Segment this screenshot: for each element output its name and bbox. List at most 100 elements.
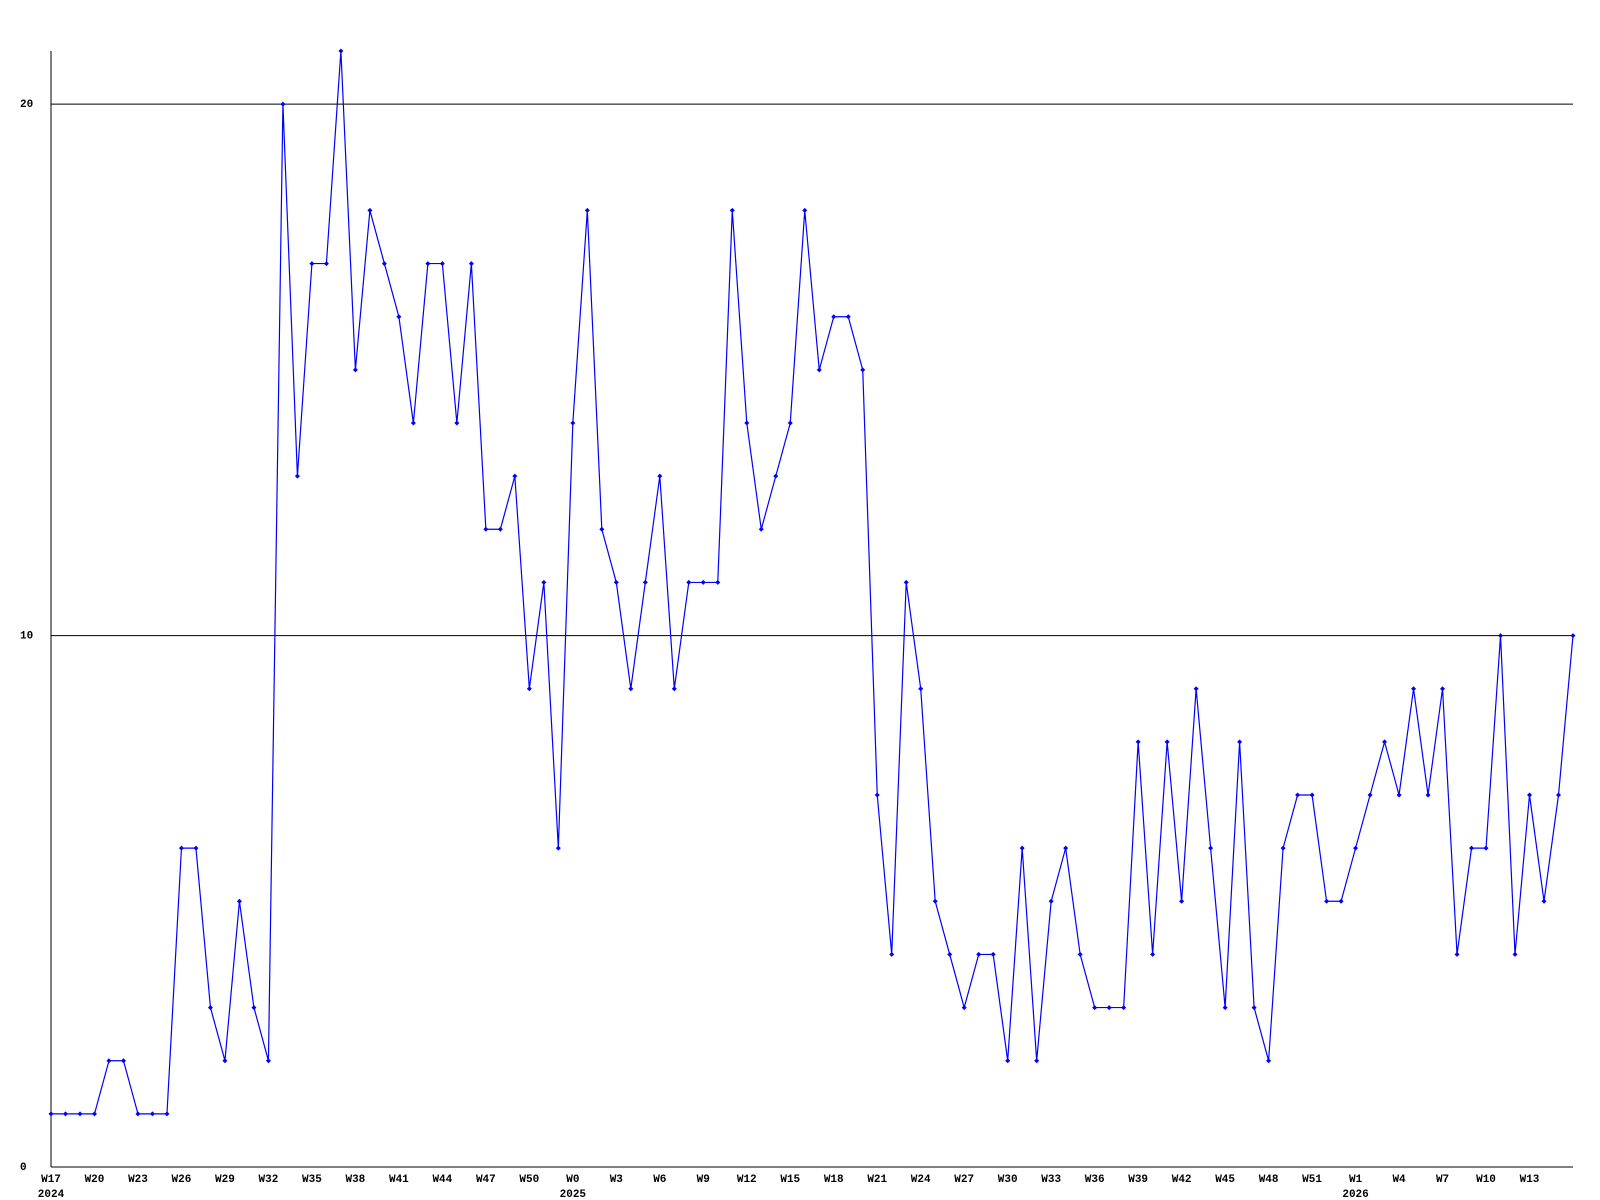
data-point bbox=[555, 845, 561, 851]
data-point bbox=[642, 579, 648, 585]
x-tick-label: W44 bbox=[432, 1174, 452, 1186]
data-point bbox=[222, 1058, 228, 1064]
data-point bbox=[1570, 633, 1576, 639]
x-tick-label: W10 bbox=[1476, 1174, 1496, 1186]
data-point bbox=[1556, 792, 1562, 798]
data-point bbox=[1367, 792, 1373, 798]
data-point bbox=[932, 898, 938, 904]
data-point bbox=[120, 1058, 126, 1064]
data-point bbox=[1425, 792, 1431, 798]
data-point bbox=[1498, 633, 1504, 639]
x-tick-label: W42 bbox=[1172, 1174, 1192, 1186]
data-point bbox=[381, 261, 387, 267]
data-point bbox=[1135, 739, 1141, 745]
x-tick-label: W1 bbox=[1349, 1174, 1363, 1186]
data-point bbox=[1193, 686, 1199, 692]
data-point bbox=[323, 261, 329, 267]
data-point bbox=[410, 420, 416, 426]
data-point bbox=[1469, 845, 1475, 851]
data-point bbox=[1106, 1005, 1112, 1011]
data-point bbox=[918, 686, 924, 692]
data-point bbox=[178, 845, 184, 851]
x-tick-label: W24 bbox=[911, 1174, 931, 1186]
data-point bbox=[889, 951, 895, 957]
x-tick-label: W32 bbox=[259, 1174, 279, 1186]
x-tick-label: W48 bbox=[1259, 1174, 1279, 1186]
data-point bbox=[251, 1005, 257, 1011]
x-tick-label: W3 bbox=[610, 1174, 624, 1186]
data-point bbox=[715, 579, 721, 585]
data-point bbox=[1338, 898, 1344, 904]
data-point bbox=[1440, 686, 1446, 692]
x-tick-label: W6 bbox=[653, 1174, 666, 1186]
x-tick-label: W23 bbox=[128, 1174, 148, 1186]
data-point bbox=[1295, 792, 1301, 798]
data-point bbox=[874, 792, 880, 798]
data-point bbox=[1324, 898, 1330, 904]
x-tick-label: W20 bbox=[85, 1174, 105, 1186]
x-tick-label: W47 bbox=[476, 1174, 496, 1186]
data-point bbox=[758, 526, 764, 532]
x-tick-label: W13 bbox=[1520, 1174, 1540, 1186]
data-point bbox=[729, 207, 735, 213]
data-point bbox=[1512, 951, 1518, 957]
x-tick-label: W35 bbox=[302, 1174, 322, 1186]
x-tick-label: W36 bbox=[1085, 1174, 1105, 1186]
x-tick-label: W39 bbox=[1128, 1174, 1148, 1186]
data-point bbox=[628, 686, 634, 692]
data-point bbox=[1280, 845, 1286, 851]
data-point bbox=[48, 1111, 54, 1117]
data-point bbox=[599, 526, 605, 532]
data-point bbox=[1541, 898, 1547, 904]
data-point bbox=[1382, 739, 1388, 745]
data-point bbox=[483, 526, 489, 532]
x-tick-label: W38 bbox=[345, 1174, 365, 1186]
year-label: 2025 bbox=[560, 1189, 587, 1200]
data-point bbox=[700, 579, 706, 585]
data-point bbox=[1077, 951, 1083, 957]
data-point bbox=[1179, 898, 1185, 904]
data-point bbox=[135, 1111, 141, 1117]
data-point bbox=[976, 951, 982, 957]
data-point bbox=[294, 473, 300, 479]
x-tick-label: W7 bbox=[1436, 1174, 1449, 1186]
data-point bbox=[1150, 951, 1156, 957]
y-tick-label: 10 bbox=[20, 630, 33, 642]
data-point bbox=[207, 1005, 213, 1011]
data-point bbox=[1309, 792, 1315, 798]
x-tick-label: W26 bbox=[172, 1174, 192, 1186]
x-tick-label: W21 bbox=[867, 1174, 887, 1186]
data-line bbox=[51, 50, 1574, 1115]
data-point bbox=[773, 473, 779, 479]
data-point bbox=[1005, 1058, 1011, 1064]
x-tick-label: W41 bbox=[389, 1174, 409, 1186]
data-point bbox=[468, 261, 474, 267]
x-tick-label: W45 bbox=[1215, 1174, 1235, 1186]
data-point bbox=[816, 367, 822, 373]
data-point bbox=[1396, 792, 1402, 798]
data-point bbox=[1092, 1005, 1098, 1011]
data-point bbox=[1353, 845, 1359, 851]
x-tick-label: W50 bbox=[519, 1174, 539, 1186]
data-point bbox=[91, 1111, 97, 1117]
data-point bbox=[787, 420, 793, 426]
data-point bbox=[106, 1058, 112, 1064]
data-point bbox=[802, 207, 808, 213]
data-point bbox=[1527, 792, 1533, 798]
data-point bbox=[570, 420, 576, 426]
data-point bbox=[1164, 739, 1170, 745]
data-point bbox=[1266, 1058, 1272, 1064]
data-point bbox=[512, 473, 518, 479]
x-tick-label: W33 bbox=[1041, 1174, 1061, 1186]
x-tick-label: W18 bbox=[824, 1174, 844, 1186]
year-label: 2026 bbox=[1342, 1189, 1368, 1200]
data-point bbox=[77, 1111, 83, 1117]
data-point bbox=[497, 526, 503, 532]
data-point bbox=[454, 420, 460, 426]
data-point bbox=[990, 951, 996, 957]
data-point bbox=[961, 1005, 967, 1011]
data-point bbox=[396, 314, 402, 320]
data-point bbox=[831, 314, 837, 320]
